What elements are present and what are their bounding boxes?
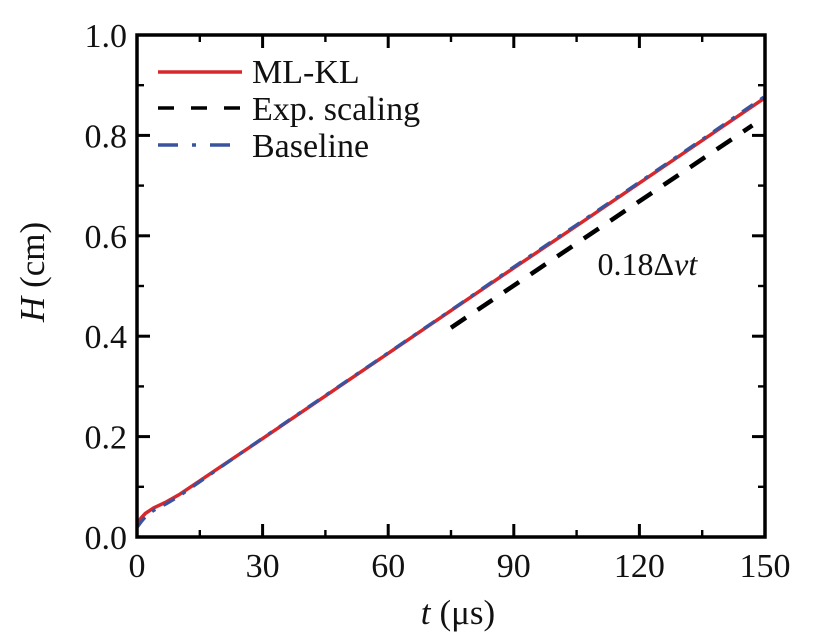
x-axis-variable: t bbox=[421, 593, 432, 632]
series-line-exp-scaling bbox=[449, 123, 754, 330]
legend-item-exp-scaling: Exp. scaling bbox=[158, 91, 420, 128]
y-axis-variable: H bbox=[13, 295, 52, 323]
y-tick-label: 0.6 bbox=[85, 219, 128, 256]
y-tick-label: 0.8 bbox=[85, 118, 128, 155]
legend-item-ml-kl: ML-KL bbox=[158, 54, 360, 91]
y-axis-label: H (cm) bbox=[13, 222, 52, 323]
y-tick-label: 0.0 bbox=[85, 520, 128, 557]
series-group bbox=[135, 94, 766, 529]
x-tick-label: 90 bbox=[497, 548, 531, 585]
y-tick-label: 1.0 bbox=[85, 18, 128, 55]
x-tick-labels: 0 30 60 90 120 150 bbox=[129, 548, 791, 585]
x-tick-label: 150 bbox=[740, 548, 791, 585]
legend-item-baseline: Baseline bbox=[158, 128, 369, 165]
legend-label-ml-kl: ML-KL bbox=[252, 54, 360, 91]
x-tick-label: 30 bbox=[246, 548, 280, 585]
slope-annotation-prefix: 0.18Δ bbox=[598, 246, 675, 282]
y-tick-label: 0.4 bbox=[85, 319, 128, 356]
y-tick-labels: 0.0 0.2 0.4 0.6 0.8 1.0 bbox=[85, 18, 128, 557]
x-axis-label: t (μs) bbox=[421, 593, 495, 632]
x-tick-label: 0 bbox=[129, 548, 146, 585]
axis-ticks bbox=[135, 33, 767, 539]
x-axis-unit: (μs) bbox=[440, 593, 496, 632]
slope-annotation: 0.18Δvt bbox=[598, 246, 699, 282]
slope-annotation-variables: vt bbox=[674, 246, 698, 282]
x-tick-label: 120 bbox=[614, 548, 665, 585]
y-tick-label: 0.2 bbox=[85, 420, 128, 457]
series-line-ml-kl bbox=[135, 96, 766, 525]
legend: ML-KL Exp. scaling Baseline bbox=[158, 54, 420, 165]
legend-label-baseline: Baseline bbox=[252, 128, 369, 165]
x-tick-label: 60 bbox=[371, 548, 405, 585]
legend-label-exp-scaling: Exp. scaling bbox=[252, 91, 420, 128]
y-axis-unit: (cm) bbox=[13, 222, 52, 288]
